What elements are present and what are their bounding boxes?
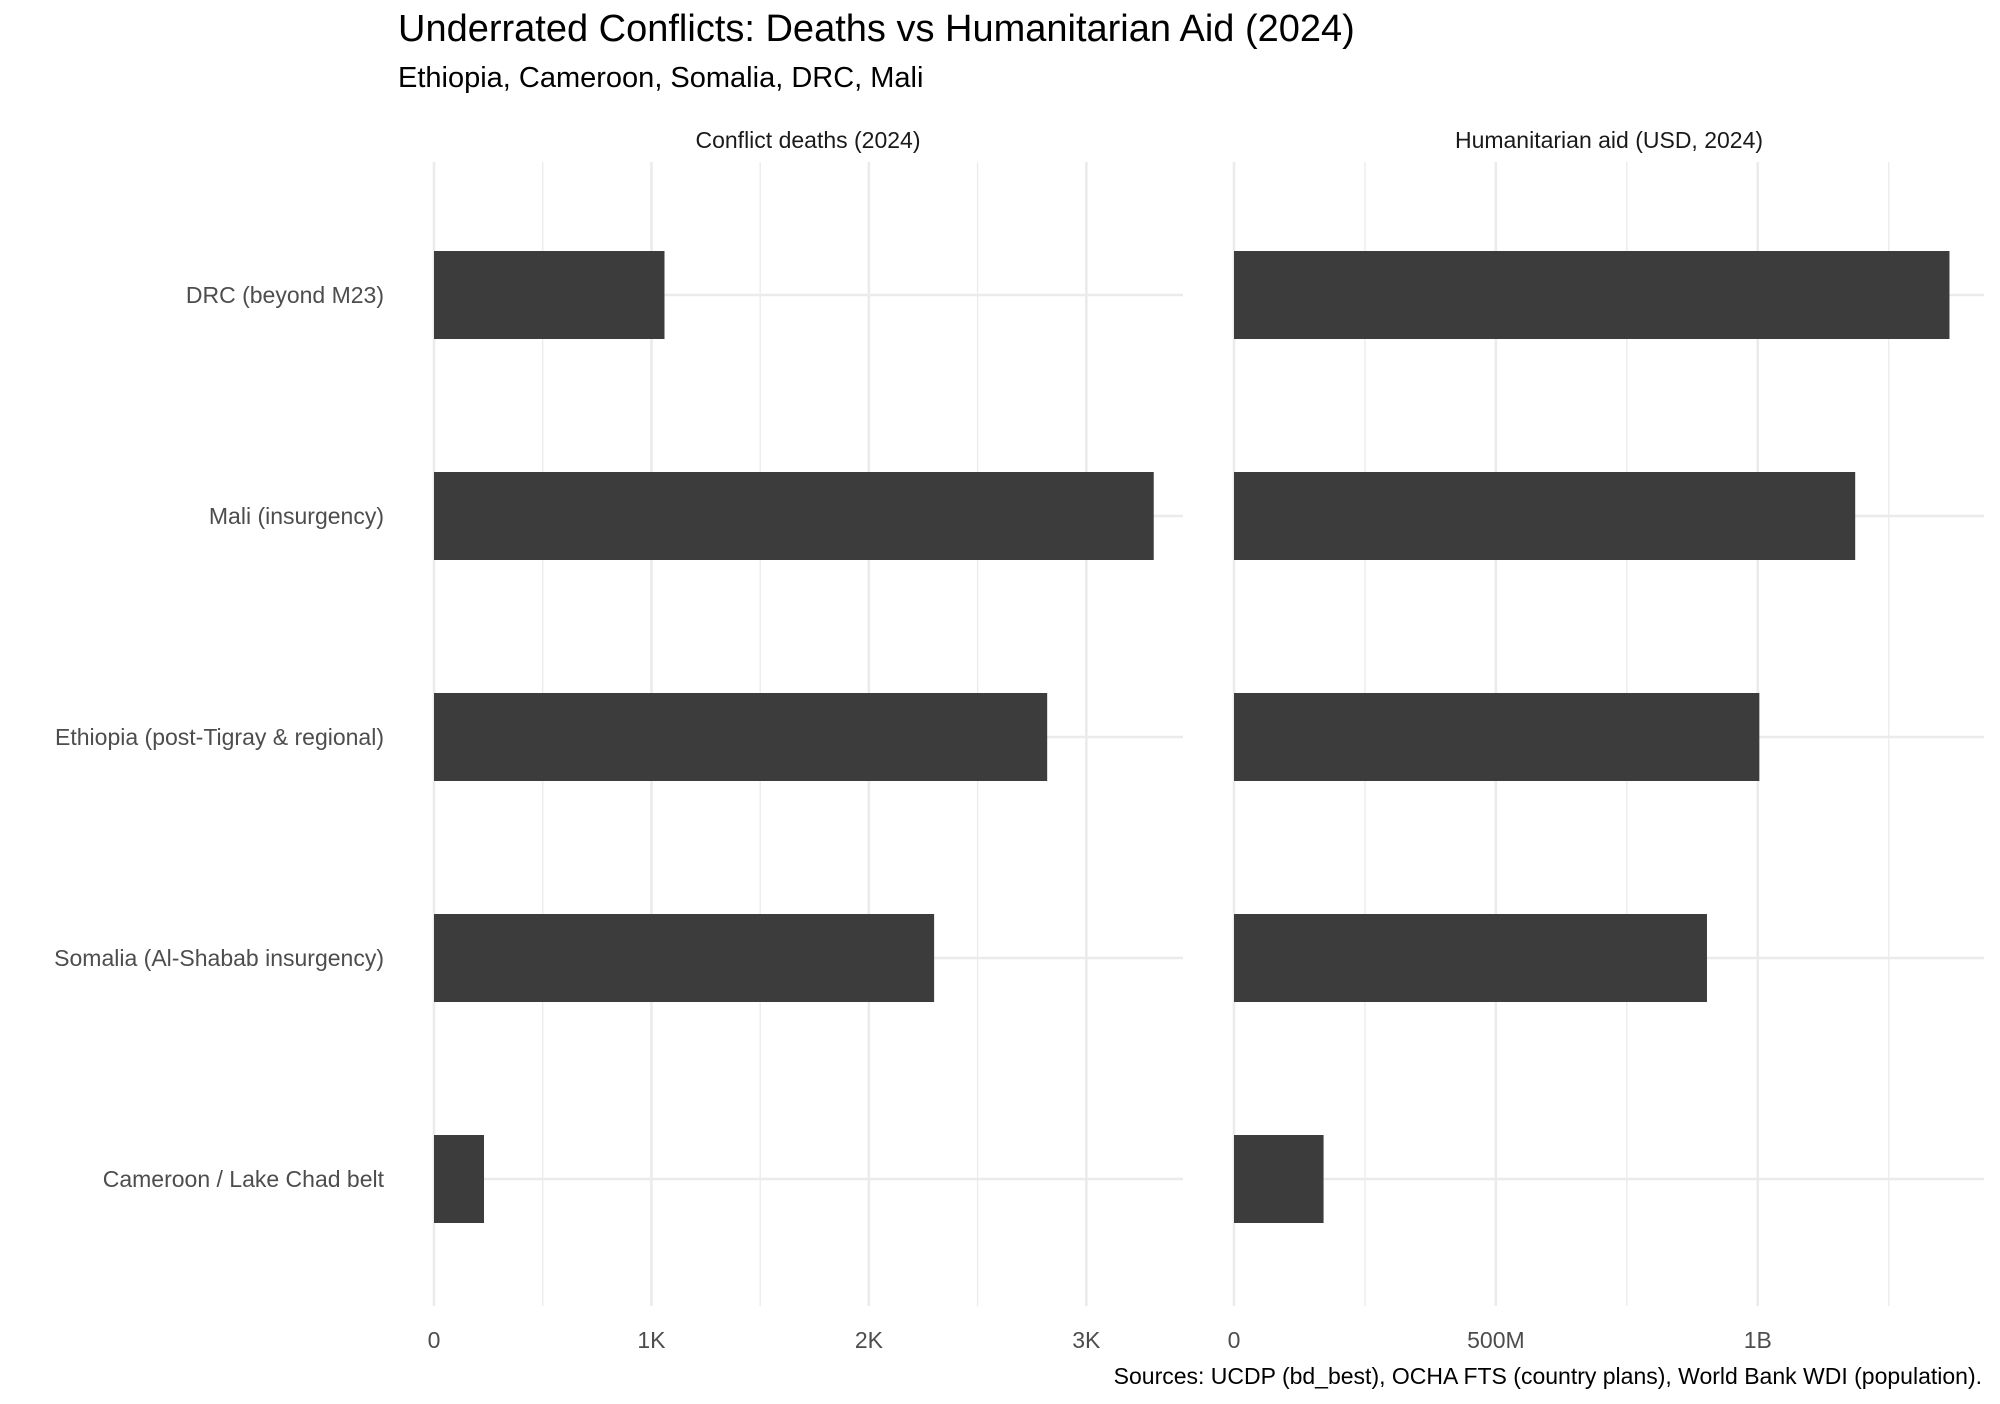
chart-title: Underrated Conflicts: Deaths vs Humanita… xyxy=(398,8,1355,50)
x-tick-label: 1K xyxy=(637,1327,666,1353)
x-tick-label: 3K xyxy=(1072,1327,1101,1353)
y-category-label: Ethiopia (post-Tigray & regional) xyxy=(55,724,384,750)
x-tick-label: 0 xyxy=(428,1327,441,1353)
bar-deaths-4 xyxy=(434,1135,485,1223)
bar-deaths-1 xyxy=(434,472,1154,560)
y-category-label: Cameroon / Lake Chad belt xyxy=(103,1166,385,1192)
panel-strip-label: Conflict deaths (2024) xyxy=(695,127,920,153)
x-tick-label: 2K xyxy=(855,1327,884,1353)
chart-subtitle: Ethiopia, Cameroon, Somalia, DRC, Mali xyxy=(398,62,924,94)
y-category-label: Somalia (Al-Shabab insurgency) xyxy=(54,945,384,971)
y-category-label: Mali (insurgency) xyxy=(209,503,384,529)
bar-deaths-0 xyxy=(434,251,665,339)
bar-deaths-3 xyxy=(434,914,935,1002)
y-category-label: DRC (beyond M23) xyxy=(186,282,384,308)
bar-aid-2 xyxy=(1234,693,1760,781)
bar-aid-4 xyxy=(1234,1135,1324,1223)
bar-aid-3 xyxy=(1234,914,1707,1002)
x-tick-label: 1B xyxy=(1744,1327,1772,1353)
x-tick-label: 0 xyxy=(1228,1327,1241,1353)
panel-strip-label: Humanitarian aid (USD, 2024) xyxy=(1455,127,1763,153)
bar-deaths-2 xyxy=(434,693,1048,781)
bar-aid-1 xyxy=(1234,472,1856,560)
bar-aid-0 xyxy=(1234,251,1950,339)
x-tick-label: 500M xyxy=(1467,1327,1525,1353)
chart-caption: Sources: UCDP (bd_best), OCHA FTS (count… xyxy=(1113,1363,1982,1389)
